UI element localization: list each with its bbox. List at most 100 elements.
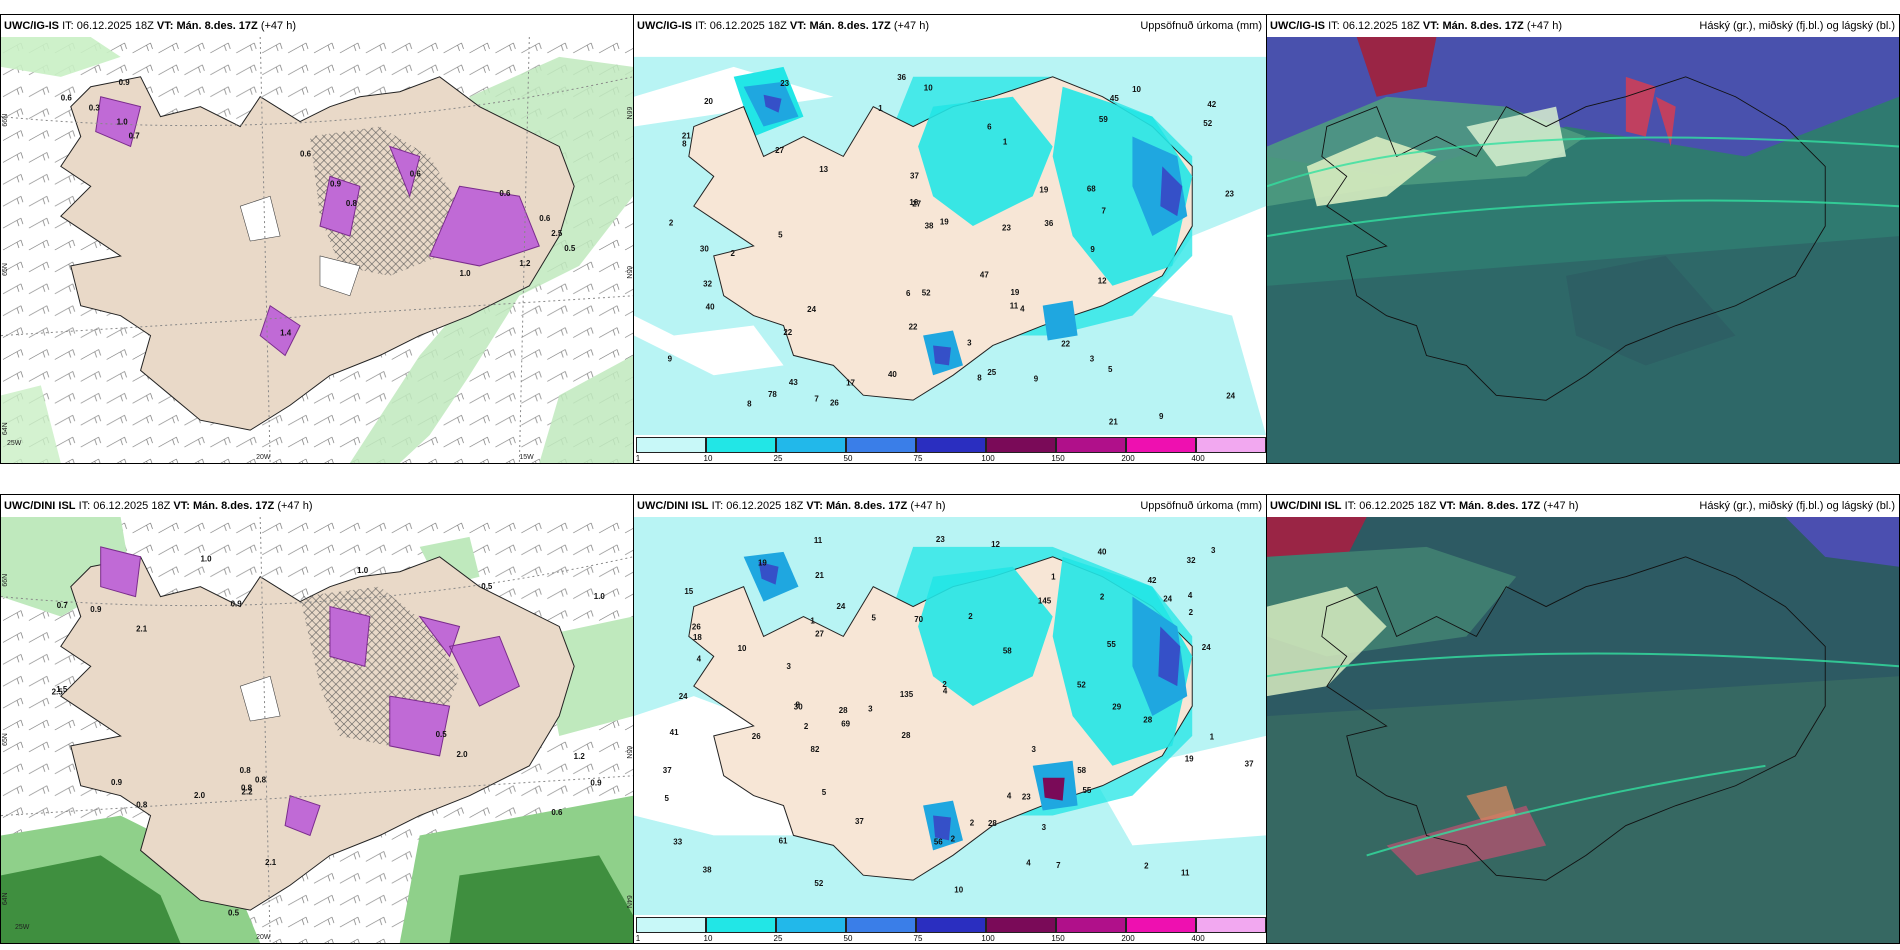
map-value-label: 4 [1188,591,1193,600]
map-value-label: 69 [841,720,850,729]
svg-text:2.5: 2.5 [551,229,563,238]
svg-text:1.0: 1.0 [460,269,472,278]
svg-text:15W: 15W [519,454,534,461]
svg-text:0.9: 0.9 [119,78,131,87]
svg-text:0.7: 0.7 [129,132,141,141]
panel-title: Uppsöfnuð úrkoma (mm) [1140,20,1262,32]
map-value-label: 52 [814,879,823,888]
map-value-label: 21 [815,571,824,580]
map-value-label: 12 [1098,276,1107,285]
map-value-label: 37 [855,817,864,826]
colorbar-tick-label: 10 [703,934,713,943]
map-value-label: 7 [1056,861,1061,870]
map-value-label: 52 [922,288,931,297]
map-value-label: 42 [1148,576,1157,585]
map-value-label: 145 [1038,596,1052,605]
colorbar: 1 10 25 50 75 100 150 200 400 [634,435,1266,463]
colorbar-tick-label: 200 [1121,934,1135,943]
valid-time: Mán. 8.des. 17Z [176,20,258,32]
svg-text:66N: 66N [625,107,632,120]
map-value-label: 26 [752,732,761,741]
map-value-label: 5 [778,231,783,240]
map-value-label: 59 [1099,115,1108,124]
map-value-label: 3 [967,339,972,348]
map-value-label: 20 [704,97,713,106]
map-value-label: 9 [1034,375,1039,384]
lead-time: (+47 h) [260,20,296,32]
vt-label: VT: [806,500,823,512]
map-value-label: 43 [789,378,798,387]
svg-text:1.0: 1.0 [117,118,129,127]
map-value-label: 135 [900,690,914,699]
map-value-label: 23 [780,79,789,88]
colorbar-tick-label: 150 [1051,454,1065,463]
map-svg: 2106842219213710191236827222530472222552… [634,37,1266,435]
lead-time: (+47 h) [277,500,313,512]
colorbar-segment [986,917,1056,933]
map-value-label: 21 [1109,417,1118,426]
panel-title: Háský (gr.), miðský (fj.bl.) og lágský (… [1699,500,1895,512]
it-label: IT: [711,500,724,512]
map-value-label: 38 [703,865,712,874]
init-time: 06.12.2025 18Z [1342,20,1420,32]
map-value-label: 22 [1061,340,1070,349]
map-value-label: 1 [1003,137,1008,146]
map-value-label: 19 [940,217,949,226]
map-value-label: 27 [912,199,921,208]
map-area: 12 4 3 4 3 3 2 32 55 23 28 8 5 1 2 42 29 24 58 82 40 19 38 37 4 2… [634,517,1266,915]
model-name: UWC/DINI ISL [637,500,709,512]
map-value-label: 52 [1077,680,1086,689]
init-time: 06.12.2025 18Z [93,500,171,512]
colorbar-tick-label: 400 [1191,934,1205,943]
map-value-label: 8 [747,399,752,408]
map-value-label: 33 [673,837,682,846]
svg-text:0.5: 0.5 [564,244,576,253]
map-value-label: 23 [936,535,945,544]
map-value-label: 3 [1042,823,1047,832]
map-value-label: 0.7 [57,601,69,610]
panel-header: UWC/IG-IS IT: 06.12.2025 18Z VT: Mán. 8.… [1,15,633,37]
map-value-label: 23 [1022,793,1031,802]
map-value-label: 24 [1226,392,1235,401]
map-value-label: 3 [1032,745,1037,754]
map-value-label: 41 [670,728,679,737]
map-value-label: 47 [980,271,989,280]
map-value-label: 0.5 [436,730,448,739]
colorbar-tick-label: 75 [913,934,923,943]
map-value-label: 26 [830,398,839,407]
map-value-label: 1 [1051,572,1056,581]
svg-text:1.2: 1.2 [519,259,531,268]
map-value-label: 55 [1082,786,1091,795]
map-value-label: 78 [768,390,777,399]
colorbar-segment [776,917,846,933]
map-value-labels: 0.6 0.3 0.9 1.0 0.7 0.8 1.0 1.2 0.6 0.6 … [61,78,576,338]
panel-header: UWC/IG-IS IT: 06.12.2025 18Z VT: Mán. 8.… [634,15,1266,37]
map-value-label: 37 [910,172,919,181]
svg-text:0.6: 0.6 [61,94,73,103]
map-value-label: 7 [814,394,819,403]
valid-time: Mán. 8.des. 17Z [1458,500,1541,512]
panel-header: UWC/IG-IS IT: 06.12.2025 18Z VT: Mán. 8.… [1267,15,1899,37]
colorbar-tick-label: 10 [703,454,713,463]
map-value-label: 4 [1020,304,1025,313]
map-value-label: 2 [804,722,809,731]
it-label: IT: [78,500,91,512]
colorbar-segment [1056,437,1126,453]
svg-text:25W: 25W [7,440,22,447]
colorbar-tick-label: 1 [635,934,641,943]
map-svg [1267,37,1899,463]
model-name: UWC/IG-IS [4,20,59,32]
map-value-label: 15 [684,587,693,596]
map-value-label: 0.9 [231,599,243,608]
colorbar-segment [846,917,916,933]
map-value-label: 0.9 [90,605,102,614]
map-area: 2 10 68 42 21 9 2 1 37 10 19 12 36 8 27 22 25 30 47 22 22 5 52… [634,37,1266,435]
colorbar-tick-label: 100 [981,454,995,463]
it-label: IT: [1328,20,1340,32]
map-value-label: 24 [836,602,845,611]
panel-header: UWC/DINI ISL IT: 06.12.2025 18Z VT: Mán.… [1267,495,1899,517]
init-time: 06.12.2025 18Z [76,20,154,32]
map-value-label: 10 [924,84,933,93]
map-svg: 0.7 0.9 0.5 0.5 0.6 1.52.5 0.5 1.2 0.9 0.9 2.1 1.0 2… [1,517,633,943]
map-value-label: 3 [868,705,873,714]
